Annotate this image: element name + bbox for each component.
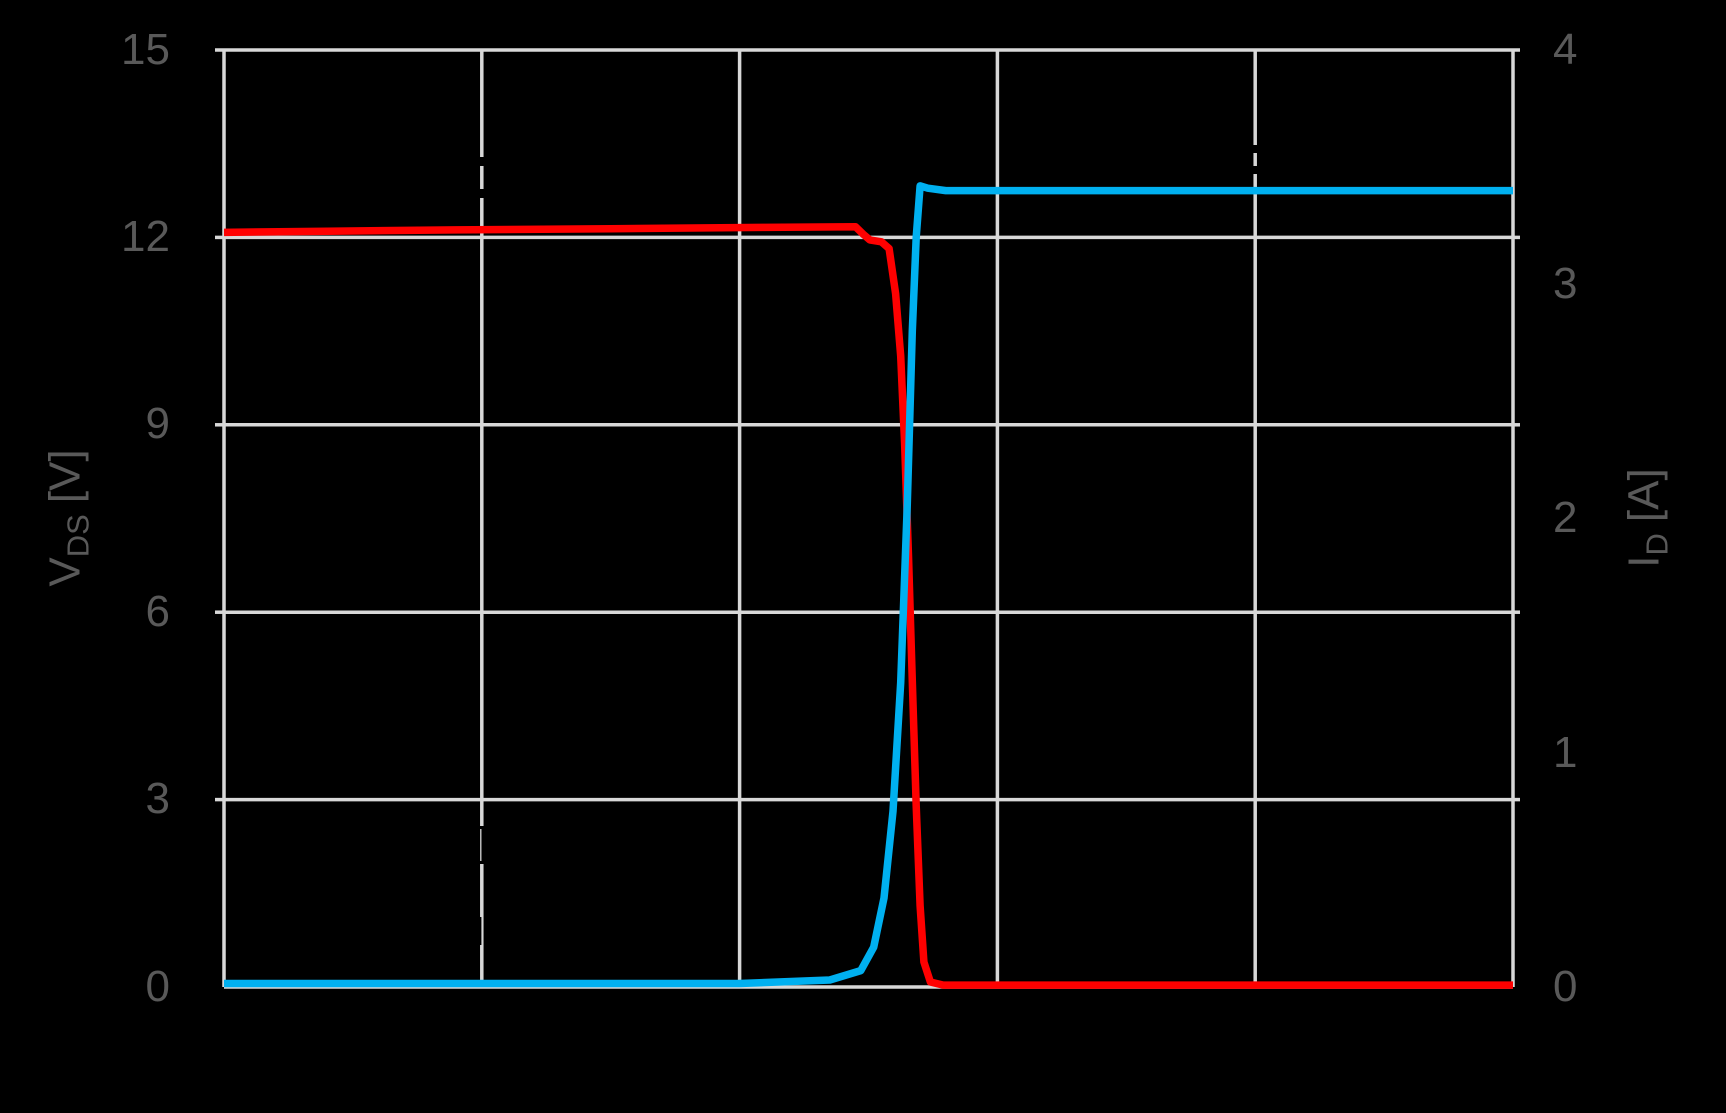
right-axis-title-subscript: D [1639, 533, 1675, 556]
right-axis-tick-label: 3 [1553, 259, 1578, 308]
left-axis-tick-label: 3 [145, 774, 170, 823]
left-axis-title-subscript: DS [60, 514, 96, 558]
right-axis-tick-label: 4 [1553, 25, 1578, 74]
right-axis-tick-label: 0 [1553, 962, 1578, 1011]
right-axis-tick-label: 1 [1553, 728, 1578, 777]
left-axis-tick-label: 15 [121, 25, 170, 74]
right-axis-title-symbol: I [1619, 555, 1669, 568]
left-axis-tick-label: 9 [145, 399, 170, 448]
right-axis-title-unit: [A] [1619, 468, 1669, 523]
left-axis-title-unit: [V] [40, 449, 90, 504]
left-axis-title: VDS [V] [40, 449, 101, 587]
left-axis-tick-label: 12 [121, 212, 170, 261]
right-axis-title: ID [A] [1619, 468, 1680, 568]
left-axis-tick-label: 0 [145, 962, 170, 1011]
left-axis-tick-label: 6 [145, 587, 170, 636]
left-axis-title-symbol: V [40, 557, 90, 587]
right-axis-tick-label: 2 [1553, 493, 1578, 542]
